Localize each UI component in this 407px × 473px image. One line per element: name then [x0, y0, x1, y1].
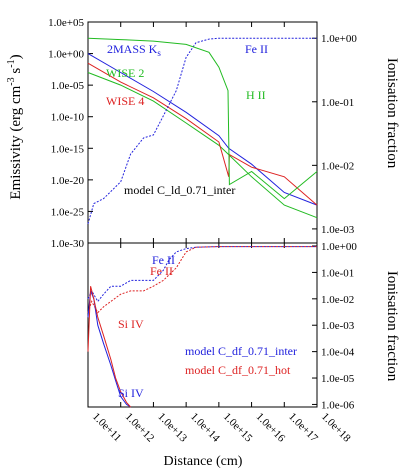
- chart-marks: 1.0e+05 1.0e+00 1.0e-05 1.0e-10 1.0e-15 1.0e-…: [48, 17, 357, 445]
- series-line-si-iv-c-df-0-71-inter: [87, 290, 131, 408]
- series-line-wise-4: [87, 62, 318, 206]
- left-axis-tick-label: 1.0e-15: [51, 143, 85, 155]
- bottom-right-axis-tick-label: 1.0e-02: [321, 294, 354, 306]
- x-axis-tick-label: 1.0e+12: [123, 411, 157, 445]
- series-line-h-ii: [87, 37, 318, 200]
- series-line-fe-ii-c-df-0-71-hot: [87, 246, 317, 314]
- left-axis-title: Emissivity (erg cm-3 s-1): [6, 54, 24, 199]
- series-label-wise-2: WISE 2: [106, 66, 144, 80]
- ion-label: Fe II: [152, 253, 175, 267]
- bottom-right-axis-title: Ionisation fraction: [384, 271, 400, 382]
- ion-label: Si IV: [118, 386, 144, 400]
- model-annotation: model C_ld_0.71_inter: [124, 183, 235, 197]
- top-right-axis-title: Ionisation fraction: [384, 58, 400, 169]
- series-label-2mass-ks: 2MASS Ks: [107, 42, 161, 58]
- top-right-axis-tick-label: 1.0e+00: [321, 33, 357, 45]
- left-axis-tick-label: 1.0e-30: [51, 238, 85, 250]
- top-right-axis-tick-label: 1.0e-03: [321, 224, 355, 236]
- series-line-wise-2: [87, 72, 318, 219]
- x-axis-tick-label: 1.0e+16: [253, 411, 287, 445]
- x-axis-tick-label: 1.0e+14: [188, 411, 222, 445]
- left-axis-tick-label: 1.0e+00: [48, 49, 84, 61]
- series-line-2mass-k: [87, 53, 318, 206]
- left-axis-tick-label: 1.0e-05: [51, 80, 85, 92]
- bottom-right-axis-tick-label: 1.0e-01: [321, 267, 354, 279]
- x-axis-tick-label: 1.0e+17: [286, 411, 320, 445]
- series-line-fe-ii: [87, 37, 317, 225]
- x-axis-tick-label: 1.0e+11: [90, 411, 124, 445]
- bottom-right-axis-tick-label: 1.0e-05: [321, 373, 355, 385]
- left-axis-tick-label: 1.0e-10: [51, 112, 85, 124]
- left-axis-tick-label: 1.0e-25: [51, 206, 85, 218]
- legend-entry: model C_df_0.71_hot: [185, 363, 291, 377]
- series-line-si-iv-c-df-0-71-hot: [87, 286, 131, 408]
- bottom-right-axis-tick-label: 1.0e-03: [321, 320, 355, 332]
- x-axis-title: Distance (cm): [164, 454, 243, 469]
- top-right-axis-tick-label: 1.0e-01: [321, 97, 354, 109]
- bottom-right-axis-tick-label: 1.0e-04: [321, 347, 355, 359]
- bottom-right-axis-tick-label: 1.0e-06: [321, 399, 355, 411]
- left-axis-tick-label: 1.0e-20: [51, 175, 85, 187]
- ion-label: Fe II: [150, 264, 173, 278]
- x-axis-tick-label: 1.0e+13: [155, 411, 189, 445]
- left-axis-tick-label: 1.0e+05: [48, 17, 84, 29]
- series-label-fe-ii: Fe II: [245, 42, 268, 56]
- top-right-axis-tick-label: 1.0e-02: [321, 160, 354, 172]
- bottom-right-axis-tick-label: 1.0e+00: [321, 241, 357, 253]
- ion-label: Si IV: [118, 317, 144, 331]
- legend-entry: model C_df_0.71_inter: [185, 344, 297, 358]
- x-axis-tick-label: 1.0e+15: [221, 411, 255, 445]
- series-line-fe-ii-c-df-0-71-inter: [87, 246, 317, 303]
- series-label-wise-4: WISE 4: [106, 94, 144, 108]
- series-label-h-ii: H II: [246, 88, 266, 102]
- x-axis-tick-label: 1.0e+18: [319, 411, 353, 445]
